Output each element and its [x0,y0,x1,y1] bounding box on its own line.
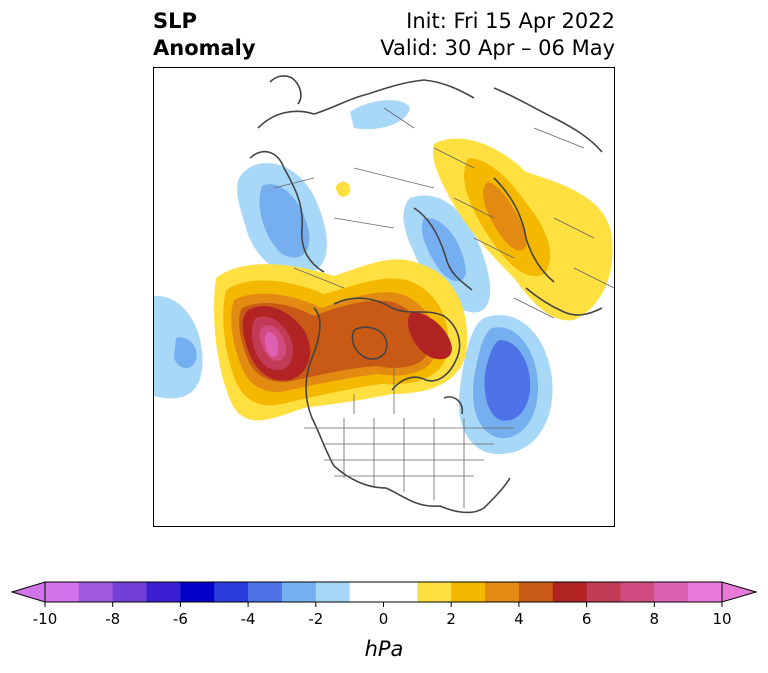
colorbar-cell [654,582,689,602]
colorbar-cell [112,582,148,602]
colorbar-cell [146,582,181,602]
colorbar-cell [586,582,621,602]
colorbar-cell [383,582,418,602]
colorbar-tick-label: -8 [105,610,120,628]
coastlines [249,75,603,514]
anomaly-map [154,75,614,514]
colorbar-cell [518,582,554,602]
colorbar-cells [44,581,723,603]
colorbar-cell [315,582,351,602]
colorbar-tick-label: 2 [446,610,456,628]
colorbar-cell [45,582,80,602]
colorbar-cell [688,582,723,602]
colorbar-cell [349,582,384,602]
colorbar-unit: hPa [365,637,404,660]
russia-high-anomaly [336,181,351,197]
europe-low-anomaly [237,163,327,276]
colorbar-cell [451,582,486,602]
colorbar-cell [78,582,114,602]
pacific-low-anomaly [154,295,203,399]
map-panel [153,67,615,527]
colorbar-cell [180,582,215,602]
forecast-info: Init: Fri 15 Apr 2022 Valid: 30 Apr – 06… [380,8,615,62]
colorbar-cell [485,582,520,602]
colorbar-cell [552,582,588,602]
colorbar-tick-label: 0 [379,610,389,628]
colorbar-min-arrow [10,581,46,603]
colorbar-max-arrow [721,581,758,603]
colorbar-cell [281,582,317,602]
atlantic-low-anomaly [458,314,553,455]
colorbar-cell [248,582,283,602]
title-variable: SLP [153,9,197,33]
colorbar-tick-label: -10 [33,610,58,628]
north-america-high-anomaly [214,259,468,421]
colorbar-cell [214,582,249,602]
colorbar-tick-label: 6 [582,610,592,628]
colorbar-ticks: -10 -8 -6 -4 -2 0 2 4 6 8 10 [33,602,732,628]
colorbar-cell [620,582,655,602]
colorbar-tick-label: 4 [514,610,524,628]
colorbar-tick-label: 10 [712,610,731,628]
title-field: Anomaly [153,36,256,60]
init-date: Init: Fri 15 Apr 2022 [406,9,615,33]
colorbar: -10 -8 -6 -4 -2 0 2 4 6 8 10 hPa [10,581,758,660]
colorbar-tick-label: 8 [650,610,660,628]
colorbar-tick-label: -6 [173,610,188,628]
country-borders [273,107,614,508]
map-title: SLP Anomaly [153,8,256,62]
colorbar-tick-label: -4 [241,610,256,628]
colorbar-cell [417,582,452,602]
valid-range: Valid: 30 Apr – 06 May [380,36,615,60]
arctic-low-anomaly [350,100,410,130]
colorbar-tick-label: -2 [308,610,323,628]
